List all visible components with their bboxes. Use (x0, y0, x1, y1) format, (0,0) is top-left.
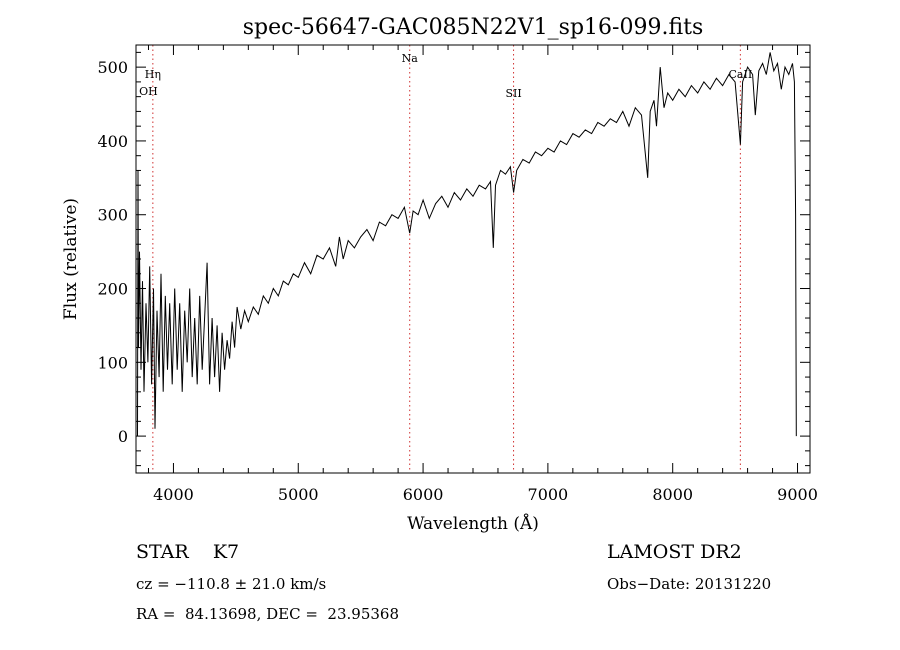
coordinates: RA = 84.13698, DEC = 23.95368 (136, 605, 400, 623)
x-tick-label-0: 4000 (153, 485, 194, 504)
x-tick-label-3: 7000 (528, 485, 569, 504)
observation-date: Obs−Date: 20131220 (607, 575, 772, 593)
x-tick-label-1: 5000 (278, 485, 319, 504)
y-axis-label: Flux (relative) (61, 198, 81, 320)
spectral-line-label-2: Na (402, 52, 419, 65)
y-tick-label-3: 300 (97, 206, 128, 225)
x-tick-label-5: 9000 (777, 485, 818, 504)
y-tick-label-1: 100 (97, 353, 128, 372)
spectrum-line (137, 52, 797, 437)
spectral-line-label-0: Hη (145, 68, 161, 81)
y-tick-label-0: 0 (118, 427, 128, 446)
y-axis-ticks: 0 100 200 300 400 500 (97, 51, 810, 467)
x-tick-label-4: 8000 (652, 485, 693, 504)
spectral-line-label-3: SII (505, 87, 521, 100)
y-tick-label-4: 400 (97, 132, 128, 151)
x-axis-label: Wavelength (Å) (407, 513, 539, 534)
y-tick-label-2: 200 (97, 280, 128, 299)
x-axis-ticks: 4000 5000 6000 7000 8000 9000 (147, 45, 818, 504)
y-tick-label-5: 500 (97, 58, 128, 77)
spectral-line-label-1: OH (139, 85, 158, 98)
object-class: STAR K7 (136, 541, 240, 563)
redshift-velocity: cz = −110.8 ± 21.0 km/s (136, 575, 327, 593)
plot-frame (135, 44, 811, 474)
x-tick-label-2: 6000 (403, 485, 444, 504)
chart-title: spec-56647-GAC085N22V1_sp16-099.fits (243, 15, 704, 40)
survey-label: LAMOST DR2 (607, 541, 742, 563)
